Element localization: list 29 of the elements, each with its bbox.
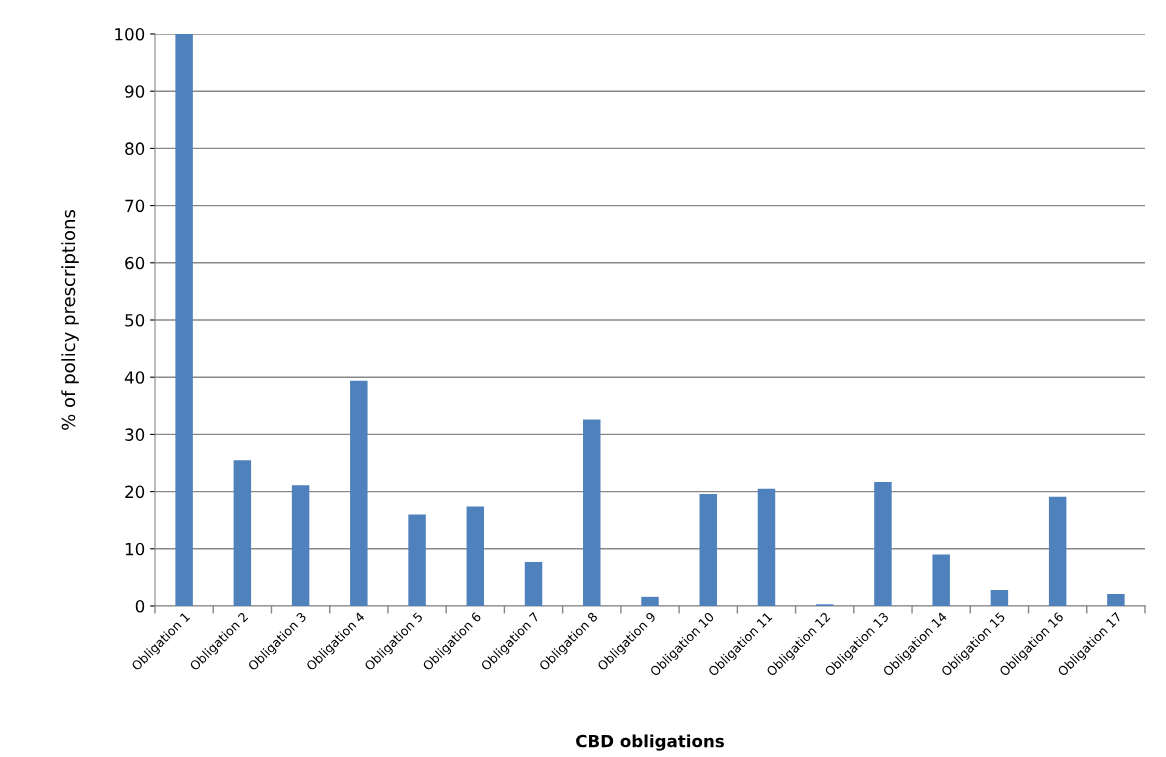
y-tick-label: 50 — [125, 313, 145, 327]
bar — [408, 514, 426, 606]
bar — [1048, 496, 1067, 606]
y-tick-label: 90 — [125, 85, 145, 98]
y-tick-label: 20 — [125, 485, 145, 499]
y-tick-label: 40 — [124, 371, 145, 384]
bar — [291, 485, 310, 606]
bar — [699, 493, 717, 606]
y-tick-label: 0 — [135, 599, 145, 613]
y-tick-label: 80 — [125, 142, 145, 155]
bar — [874, 481, 892, 606]
bar — [466, 506, 485, 606]
bar — [641, 596, 659, 606]
bar — [1107, 593, 1125, 606]
y-tick-label: 60 — [125, 256, 145, 270]
y-axis-title: % of policy prescriptions — [61, 210, 79, 430]
bar — [932, 554, 950, 606]
y-tick-label: 100 — [115, 27, 145, 41]
bar — [175, 34, 193, 606]
y-tick-label: 10 — [125, 542, 145, 556]
y-tick-label: 30 — [125, 428, 145, 441]
bar — [233, 460, 252, 606]
bar — [583, 419, 601, 606]
bar — [524, 561, 543, 606]
x-axis-title: CBD obligations — [576, 734, 724, 751]
bar — [757, 488, 776, 606]
bar — [990, 589, 1009, 606]
bar — [350, 380, 368, 606]
y-tick-label: 70 — [125, 199, 145, 213]
